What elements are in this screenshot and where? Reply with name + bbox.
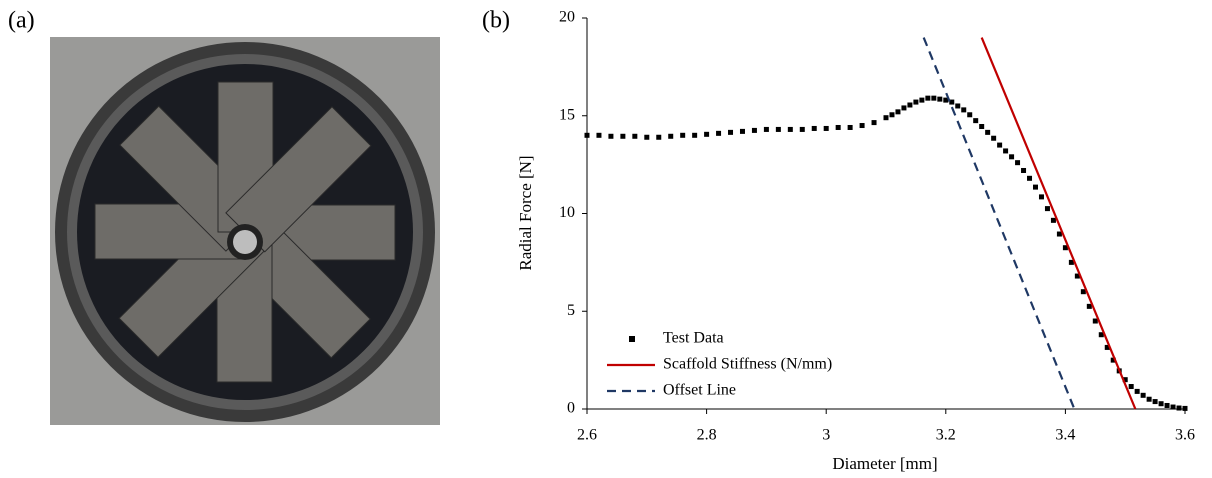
data-point	[1009, 154, 1015, 160]
data-point	[668, 133, 674, 139]
data-point	[913, 99, 919, 105]
legend-marker	[629, 336, 635, 342]
data-point	[799, 126, 805, 132]
data-point	[632, 133, 638, 139]
x-tick-label: 3.4	[1055, 427, 1075, 444]
legend-label: Scaffold Stiffness (N/mm)	[663, 356, 832, 373]
data-point	[997, 142, 1003, 148]
data-point	[1056, 231, 1062, 237]
data-point	[1146, 396, 1152, 402]
y-axis-label: Radial Force [N]	[516, 155, 535, 270]
x-tick-label: 3.2	[936, 427, 956, 444]
data-point	[1033, 184, 1038, 190]
data-point	[1092, 318, 1098, 324]
data-point	[931, 95, 937, 101]
data-point	[907, 102, 913, 108]
data-point	[1068, 259, 1074, 265]
data-point	[895, 109, 901, 115]
y-tick-label: 15	[559, 106, 575, 123]
data-point	[1170, 404, 1176, 410]
data-point	[1044, 206, 1050, 212]
data-point	[692, 132, 698, 138]
data-point	[955, 103, 961, 109]
data-point	[1110, 357, 1116, 363]
y-tick-label: 0	[567, 400, 575, 417]
legend-label: Offset Line	[663, 382, 736, 399]
legend-label: Test Data	[663, 330, 724, 347]
y-tick-label: 5	[567, 302, 575, 319]
data-point	[1021, 167, 1027, 173]
data-point	[763, 126, 769, 132]
data-point	[871, 120, 877, 126]
data-point	[973, 118, 979, 124]
data-point	[716, 130, 722, 136]
data-point	[1003, 148, 1009, 154]
data-point	[704, 131, 710, 137]
data-point	[1164, 402, 1170, 408]
x-tick-label: 2.6	[577, 427, 597, 444]
panel-label: (a)	[8, 8, 35, 34]
data-point	[985, 129, 991, 135]
data-point	[1062, 245, 1068, 251]
data-point	[835, 124, 841, 130]
data-point	[644, 134, 650, 140]
data-point	[620, 133, 626, 139]
data-point	[883, 115, 889, 121]
series-line	[922, 37, 1076, 410]
data-point	[811, 125, 817, 131]
data-point	[1122, 377, 1128, 383]
data-point	[787, 126, 793, 132]
data-point	[1128, 384, 1134, 390]
data-point	[949, 99, 955, 105]
data-point	[859, 123, 865, 129]
y-tick-label: 10	[559, 204, 575, 221]
data-point	[823, 125, 829, 131]
data-point	[1080, 289, 1086, 295]
data-point	[1176, 405, 1182, 411]
data-point	[739, 128, 745, 134]
data-point	[1027, 175, 1033, 181]
data-point	[584, 132, 590, 138]
data-point	[1104, 344, 1110, 350]
data-point	[751, 127, 757, 133]
data-point	[943, 97, 949, 103]
y-tick-label: 20	[559, 9, 575, 26]
data-point	[1134, 388, 1140, 394]
data-point	[1015, 160, 1021, 166]
photo	[50, 37, 440, 425]
data-point	[979, 124, 985, 130]
data-point	[961, 107, 967, 113]
data-point	[847, 124, 853, 130]
data-point	[991, 135, 997, 141]
data-point	[656, 134, 662, 140]
data-point	[1152, 399, 1158, 405]
data-point	[775, 126, 781, 132]
data-point	[1050, 217, 1056, 223]
data-point	[1098, 332, 1104, 338]
data-point	[728, 129, 734, 135]
data-point	[919, 97, 925, 103]
x-tick-label: 3.6	[1175, 427, 1195, 444]
data-point	[937, 96, 943, 102]
data-point	[608, 133, 614, 139]
x-tick-label: 3	[822, 427, 830, 444]
data-point	[1086, 303, 1092, 309]
data-point	[967, 112, 973, 118]
x-axis-label: Diameter [mm]	[832, 454, 937, 473]
data-point	[1038, 194, 1044, 200]
data-point	[596, 132, 602, 138]
data-point	[889, 112, 895, 118]
panel-label: (b)	[482, 8, 510, 34]
data-point	[1074, 273, 1080, 279]
series-line	[980, 37, 1137, 410]
data-point	[1158, 401, 1164, 407]
x-tick-label: 2.8	[697, 427, 717, 444]
data-point	[1140, 392, 1146, 398]
data-point	[1182, 405, 1188, 411]
data-point	[901, 105, 907, 111]
data-point	[680, 132, 686, 138]
data-point	[925, 95, 931, 101]
